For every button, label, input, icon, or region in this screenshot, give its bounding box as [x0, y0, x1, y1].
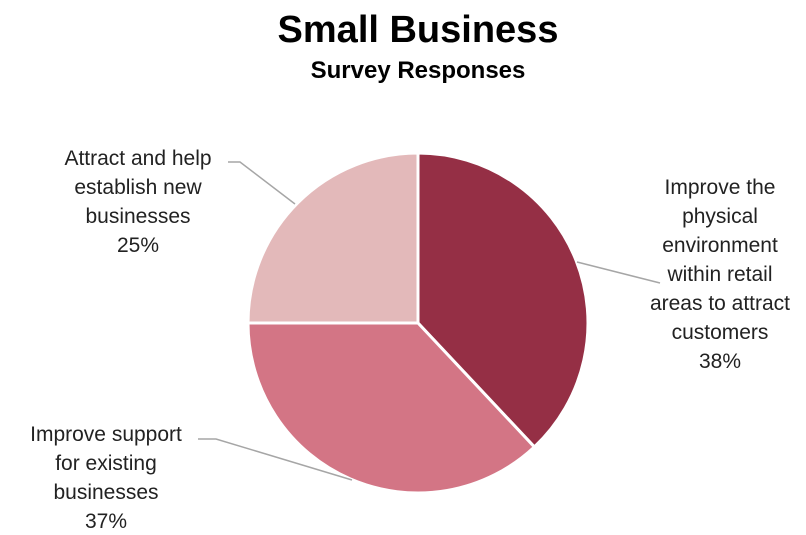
slice-label-line: businesses	[85, 205, 190, 228]
slice-label: Improve support for existing businesses 37%	[30, 423, 182, 533]
leader-line	[198, 438, 353, 481]
pie-slice	[246, 151, 420, 325]
pie-slices	[246, 151, 590, 495]
slice-label-line: within retail	[666, 263, 772, 286]
chart-subtitle: Survey Responses	[310, 57, 526, 84]
slice-label: Attract and help establish new businesses 2…	[64, 147, 211, 257]
slice-label-line: for existing	[55, 452, 157, 475]
leader-line	[576, 261, 661, 284]
leader-lines	[198, 161, 661, 481]
slice-percent-label: 25%	[117, 234, 159, 257]
chart-title: Small Business	[277, 9, 559, 51]
slice-percent-label: 38%	[699, 350, 741, 373]
slice-label-line: Improve the	[665, 176, 776, 199]
slice-label: Improve the physical environment within ret…	[650, 176, 790, 373]
slice-percent-label: 37%	[85, 510, 127, 533]
slice-label-line: Improve support	[30, 423, 182, 446]
slice-label-line: Attract and help	[64, 147, 211, 170]
slice-label-line: physical	[682, 205, 758, 228]
leader-line	[228, 161, 296, 205]
slice-label-line: establish new	[74, 176, 202, 199]
slice-labels: Improve the physical environment within ret…	[30, 147, 790, 533]
slice-label-line: businesses	[53, 481, 158, 504]
slice-label-line: customers	[672, 321, 769, 344]
pie-slice	[416, 151, 590, 449]
slice-label-line: areas to attract	[650, 292, 790, 315]
slice-label-line: environment	[662, 234, 778, 257]
